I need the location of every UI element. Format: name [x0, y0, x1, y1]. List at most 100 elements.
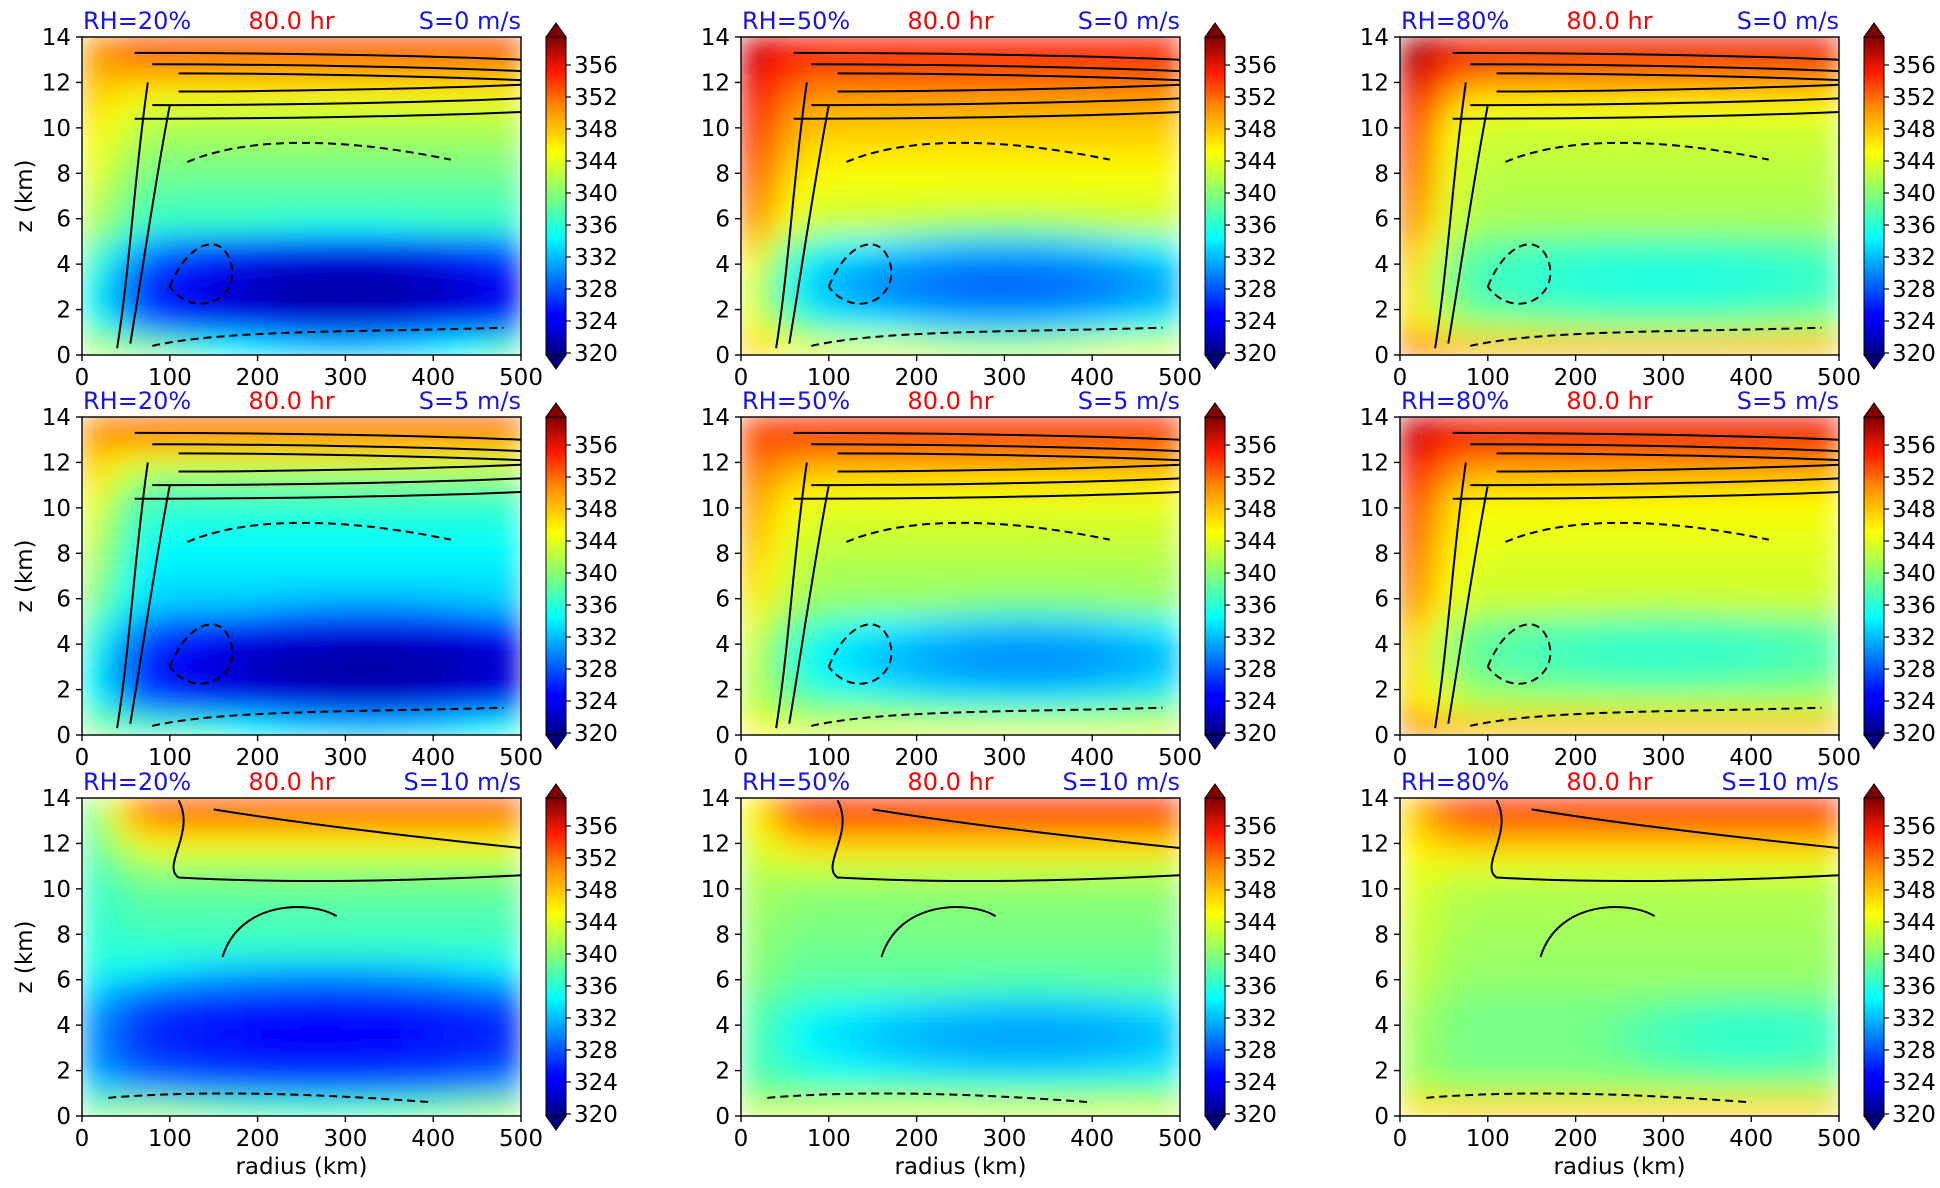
colorbar-tick-label: 324 — [574, 1070, 618, 1096]
y-tick-label: 10 — [1360, 877, 1389, 903]
colorbar-tick-label: 332 — [574, 1006, 618, 1032]
plot-frame — [1399, 797, 1840, 1117]
colorbar-tick-label: 328 — [1233, 657, 1277, 683]
y-tick-label: 0 — [715, 1104, 730, 1130]
y-tick-label: 12 — [1360, 70, 1389, 96]
colorbar-tick-label: 324 — [1233, 689, 1277, 715]
heatmap-field — [741, 798, 1180, 1116]
colorbar-tick-label: 336 — [1892, 593, 1936, 619]
y-tick-label: 8 — [1374, 922, 1389, 948]
colorbar-tick-label: 336 — [1233, 974, 1277, 1000]
colorbar-tick-label: 336 — [1892, 974, 1936, 1000]
x-tick-label: 400 — [411, 365, 455, 391]
heatmap-field — [741, 37, 1180, 355]
x-tick-label: 200 — [1554, 1126, 1598, 1152]
colorbar: 320 324 328 332 336 340 344 348 352 356 — [1863, 783, 1936, 1131]
x-tick-label: 100 — [1466, 1126, 1510, 1152]
x-tick-label: 100 — [1466, 365, 1510, 391]
x-axis-label: radius (km) — [894, 1154, 1026, 1180]
x-tick-label: 0 — [1393, 365, 1408, 391]
x-tick-label: 200 — [236, 745, 280, 771]
x-tick-label: 400 — [411, 1126, 455, 1152]
colorbar-tick-label: 356 — [574, 53, 618, 79]
panel-2-1: 0 100 200 300 400 500 0 2 4 6 8 10 12 14 RH=50% 80.0 hr… — [701, 768, 1277, 1180]
colorbar-tick-label: 344 — [1892, 529, 1936, 555]
y-tick-label: 2 — [56, 678, 71, 704]
x-tick-label: 0 — [734, 365, 749, 391]
x-tick-label: 100 — [148, 365, 192, 391]
y-axis-label: z (km) — [12, 539, 38, 612]
colorbar-tick-label: 328 — [1892, 1038, 1936, 1064]
y-tick-label: 8 — [1374, 541, 1389, 567]
shear-label: S=5 m/s — [1737, 387, 1839, 415]
y-tick-label: 6 — [715, 587, 730, 613]
colorbar-tick-label: 320 — [574, 341, 618, 367]
colorbar-tick-label: 352 — [1233, 465, 1277, 491]
panel-2-2: 0 100 200 300 400 500 0 2 4 6 8 10 12 14 RH=80% 80.0 hr… — [1360, 768, 1936, 1180]
y-tick-label: 6 — [715, 207, 730, 233]
y-tick-label: 10 — [701, 116, 730, 142]
plot-frame — [81, 36, 522, 356]
y-tick-label: 4 — [715, 632, 730, 658]
colorbar-tick-label: 328 — [1892, 657, 1936, 683]
y-tick-label: 8 — [1374, 161, 1389, 187]
shear-label: S=5 m/s — [419, 387, 521, 415]
colorbar-tick-label: 352 — [1233, 85, 1277, 111]
x-tick-label: 100 — [807, 745, 851, 771]
y-tick-label: 8 — [56, 922, 71, 948]
colorbar-tick-label: 336 — [574, 974, 618, 1000]
y-tick-label: 14 — [1360, 405, 1389, 431]
heatmap-field — [1400, 417, 1839, 735]
y-tick-label: 0 — [1374, 1104, 1389, 1130]
colorbar-tick-label: 324 — [574, 309, 618, 335]
colorbar-tick-label: 352 — [574, 846, 618, 872]
colorbar-tick-label: 340 — [574, 561, 618, 587]
y-tick-label: 6 — [1374, 968, 1389, 994]
y-tick-label: 2 — [1374, 678, 1389, 704]
y-tick-label: 14 — [1360, 786, 1389, 812]
colorbar-tick-label: 328 — [574, 657, 618, 683]
colorbar-tick-label: 344 — [1233, 910, 1277, 936]
x-tick-label: 400 — [1729, 365, 1773, 391]
x-tick-label: 0 — [75, 1126, 90, 1152]
x-tick-label: 200 — [895, 1126, 939, 1152]
y-tick-label: 14 — [42, 405, 71, 431]
colorbar-tick-label: 320 — [1233, 341, 1277, 367]
x-tick-label: 300 — [1641, 745, 1685, 771]
shear-label: S=10 m/s — [404, 768, 521, 796]
rh-label: RH=50% — [742, 387, 850, 415]
x-tick-label: 0 — [75, 745, 90, 771]
panel-0-1: 0 100 200 300 400 500 0 2 4 6 8 10 12 14 RH=50% 80.0 hr… — [701, 7, 1277, 391]
colorbar: 320 324 328 332 336 340 344 348 352 356 — [1863, 402, 1936, 750]
plot-frame — [81, 797, 522, 1117]
colorbar-tick-label: 344 — [1233, 149, 1277, 175]
y-tick-label: 8 — [715, 541, 730, 567]
shear-label: S=10 m/s — [1722, 768, 1839, 796]
heatmap-field — [82, 417, 521, 735]
y-tick-label: 6 — [715, 968, 730, 994]
y-tick-label: 4 — [715, 1013, 730, 1039]
y-tick-label: 6 — [56, 207, 71, 233]
colorbar-tick-label: 320 — [1233, 1102, 1277, 1128]
heatmap-field — [741, 417, 1180, 735]
x-tick-label: 100 — [1466, 745, 1510, 771]
x-tick-label: 500 — [1158, 1126, 1202, 1152]
y-tick-label: 6 — [1374, 587, 1389, 613]
x-tick-label: 100 — [148, 745, 192, 771]
colorbar-tick-label: 352 — [574, 85, 618, 111]
x-tick-label: 300 — [323, 365, 367, 391]
shear-label: S=0 m/s — [1078, 7, 1180, 35]
y-tick-label: 0 — [715, 723, 730, 749]
y-tick-label: 14 — [701, 786, 730, 812]
colorbar-tick-label: 320 — [574, 721, 618, 747]
y-tick-label: 10 — [42, 116, 71, 142]
plot-frame — [740, 797, 1181, 1117]
y-tick-label: 2 — [56, 1059, 71, 1085]
y-tick-label: 2 — [715, 298, 730, 324]
colorbar-tick-label: 336 — [1892, 213, 1936, 239]
rh-label: RH=20% — [83, 768, 191, 796]
colorbar-tick-label: 340 — [1892, 181, 1936, 207]
colorbar-tick-label: 324 — [574, 689, 618, 715]
y-tick-label: 2 — [56, 298, 71, 324]
y-tick-label: 0 — [56, 723, 71, 749]
